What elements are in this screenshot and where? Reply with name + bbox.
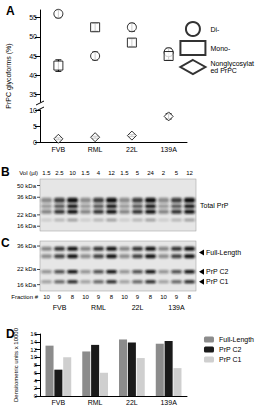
svg-text:Fraction #: Fraction # (11, 294, 38, 300)
svg-text:10: 10 (69, 170, 76, 176)
svg-text:8: 8 (71, 294, 75, 300)
svg-text:12: 12 (186, 170, 193, 176)
svg-text:9: 9 (136, 294, 140, 300)
svg-text:2.5: 2.5 (55, 170, 64, 176)
svg-text:139A: 139A (160, 399, 177, 406)
svg-text:A: A (6, 4, 15, 18)
svg-text:10: 10 (82, 294, 89, 300)
svg-text:Full-Length: Full-Length (219, 336, 254, 344)
svg-text:4: 4 (97, 170, 101, 176)
svg-text:8: 8 (34, 362, 38, 368)
svg-text:55: 55 (29, 14, 37, 21)
svg-text:9: 9 (58, 294, 62, 300)
svg-text:Full-Length: Full-Length (206, 249, 241, 257)
svg-text:2: 2 (34, 385, 38, 391)
svg-text:Di-: Di- (210, 26, 220, 33)
svg-text:139A: 139A (168, 304, 185, 311)
svg-text:139A: 139A (160, 146, 177, 153)
svg-text:16 kDa: 16 kDa (17, 223, 37, 229)
svg-text:40: 40 (29, 72, 37, 79)
svg-text:FVB: FVB (52, 146, 66, 153)
svg-text:Mono-: Mono- (210, 45, 231, 52)
svg-text:10: 10 (121, 294, 128, 300)
svg-text:PrP C1: PrP C1 (206, 278, 229, 285)
svg-text:10: 10 (30, 354, 37, 360)
svg-text:22L: 22L (132, 304, 144, 311)
svg-text:B: B (1, 165, 10, 179)
svg-text:12: 12 (108, 170, 115, 176)
svg-text:9: 9 (97, 294, 101, 300)
svg-text:FVB: FVB (53, 304, 67, 311)
svg-text:12: 12 (30, 347, 37, 353)
svg-text:8: 8 (188, 294, 192, 300)
svg-text:36 kDa: 36 kDa (17, 243, 37, 249)
svg-text:22 kDa: 22 kDa (17, 212, 37, 218)
svg-text:RML: RML (91, 304, 106, 311)
svg-text:0: 0 (34, 393, 38, 399)
svg-text:RML: RML (88, 399, 103, 406)
svg-text:Total PrP: Total PrP (200, 202, 229, 209)
svg-text:FVB: FVB (52, 399, 66, 406)
svg-text:22L: 22L (126, 399, 138, 406)
svg-text:0: 0 (33, 139, 37, 146)
svg-text:45: 45 (29, 53, 37, 60)
svg-text:16 kDa: 16 kDa (17, 282, 37, 288)
svg-text:4: 4 (34, 378, 38, 384)
svg-text:24: 24 (147, 170, 154, 176)
svg-text:D: D (6, 327, 15, 341)
svg-text:10: 10 (160, 294, 167, 300)
svg-text:35: 35 (29, 91, 37, 98)
svg-text:16: 16 (30, 331, 37, 337)
svg-text:Nonglycosylat: Nonglycosylat (210, 60, 254, 67)
svg-text:5: 5 (175, 170, 179, 176)
svg-text:50: 50 (29, 33, 37, 40)
svg-text:2: 2 (162, 170, 166, 176)
svg-text:22L: 22L (126, 146, 138, 153)
svg-text:10: 10 (43, 294, 50, 300)
svg-text:8: 8 (149, 294, 153, 300)
svg-text:Densitometric units x 10000: Densitometric units x 10000 (12, 328, 19, 402)
svg-text:5: 5 (136, 170, 140, 176)
svg-text:1.5: 1.5 (42, 170, 51, 176)
svg-text:1.5: 1.5 (81, 170, 90, 176)
svg-text:8: 8 (110, 294, 114, 300)
svg-text:C: C (1, 236, 10, 250)
svg-text:PrP C2: PrP C2 (206, 268, 229, 275)
svg-text:14: 14 (30, 339, 37, 345)
svg-text:10: 10 (29, 107, 37, 114)
svg-text:PrP C1: PrP C1 (219, 356, 242, 363)
svg-text:Vol (µl): Vol (µl) (19, 170, 38, 176)
svg-text:1.5: 1.5 (120, 170, 129, 176)
svg-text:PrPC glycoforms (%): PrPC glycoforms (%) (5, 43, 13, 108)
svg-text:36 kDa: 36 kDa (17, 194, 37, 200)
svg-text:6: 6 (34, 370, 38, 376)
svg-text:5: 5 (33, 123, 37, 130)
svg-text:PrP C2: PrP C2 (219, 346, 242, 353)
svg-text:50 kDa: 50 kDa (17, 183, 37, 189)
svg-text:9: 9 (175, 294, 179, 300)
svg-text:22 kDa: 22 kDa (17, 266, 37, 272)
svg-text:ed PrPC: ed PrPC (210, 67, 236, 74)
svg-text:RML: RML (88, 146, 103, 153)
